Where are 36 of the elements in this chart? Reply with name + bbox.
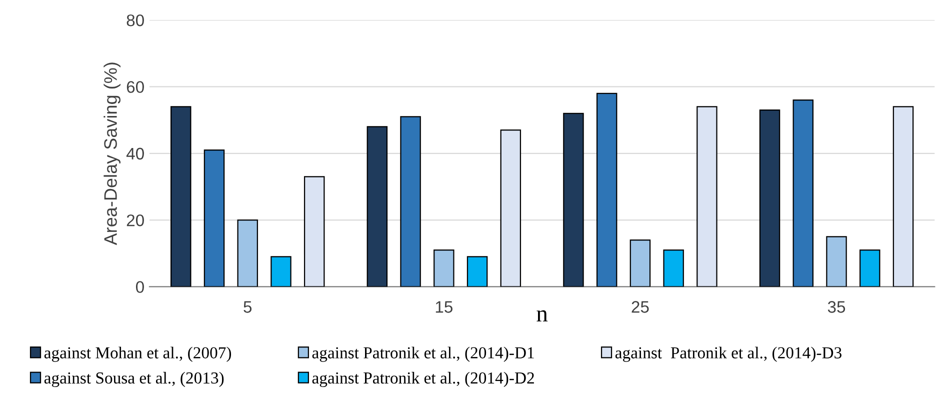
x-tick-label: 15: [436, 301, 452, 313]
bar: [366, 126, 388, 287]
bar: [434, 249, 454, 287]
x-tick-label: 25: [632, 301, 649, 313]
legend-label: against Sousa et al., (2013): [44, 372, 224, 388]
y-tick-label: 40: [126, 148, 144, 160]
bar: [630, 239, 651, 287]
bar: [500, 129, 522, 287]
y-tick-label: 80: [126, 14, 144, 26]
bar: [860, 249, 880, 287]
bar: [270, 256, 292, 287]
bar: [304, 176, 325, 287]
legend-label: against Patronik et al., (2014)-D2: [312, 372, 534, 388]
y-tick-label: 20: [126, 214, 144, 226]
bar: [400, 116, 421, 287]
x-axis-title: n: [536, 310, 548, 322]
bar: [170, 106, 192, 287]
legend-label: against Mohan et al., (2007): [44, 346, 232, 362]
y-axis-title: Area-Delay Saving (%): [104, 62, 121, 246]
bar: [204, 149, 225, 287]
bar: [696, 106, 718, 287]
legend-label: against Patronik et al., (2014)-D1: [312, 346, 534, 362]
bar: [759, 109, 780, 287]
bar: [563, 112, 584, 287]
bar: [237, 219, 258, 287]
y-tick-label: 0: [136, 281, 144, 293]
bar: [466, 256, 488, 287]
bar: [663, 249, 684, 287]
bar: [826, 236, 847, 287]
bar: [596, 92, 618, 287]
legend-label: against Patronik et al., (2014)-D3: [615, 346, 842, 362]
x-tick-label: 35: [828, 301, 846, 313]
bar: [892, 106, 914, 287]
x-tick-label: 5: [244, 301, 252, 313]
bar: [792, 99, 814, 287]
y-tick-label: 60: [126, 81, 144, 93]
